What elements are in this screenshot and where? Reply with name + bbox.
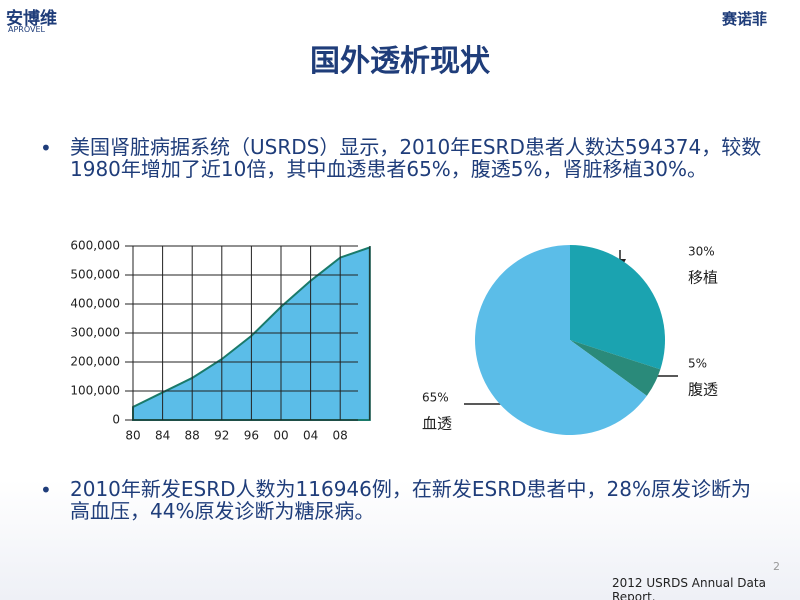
x-tick-label: 88 bbox=[185, 429, 200, 443]
source: 2012 USRDS Annual Data Report. bbox=[612, 576, 766, 600]
page-number: 2 bbox=[773, 560, 780, 573]
legend-label: 腹透 bbox=[688, 381, 718, 399]
legend-label: 移植 bbox=[688, 269, 718, 287]
logo-left: 安博维 bbox=[6, 9, 57, 29]
x-tick-label: 00 bbox=[273, 429, 288, 443]
y-tick-label: 300,000 bbox=[70, 326, 120, 340]
y-tick-label: 0 bbox=[112, 413, 120, 427]
title: 国外透析现状 bbox=[310, 44, 490, 79]
y-tick-label: 400,000 bbox=[70, 297, 120, 311]
y-tick-label: 600,000 bbox=[70, 239, 120, 253]
x-tick-label: 96 bbox=[244, 429, 259, 443]
logo-left-sub: APROVEL bbox=[8, 25, 45, 34]
x-tick-label: 84 bbox=[155, 429, 170, 443]
pie-slice bbox=[570, 245, 665, 370]
bullet-text: 美国肾脏病据系统（USRDS）显示，2010年ESRD患者人数达594374，较… bbox=[70, 135, 762, 181]
y-tick-label: 500,000 bbox=[70, 268, 120, 282]
x-tick-label: 08 bbox=[333, 429, 348, 443]
x-tick-label: 80 bbox=[125, 429, 140, 443]
data-label: 5% bbox=[688, 357, 707, 371]
x-tick-label: 92 bbox=[214, 429, 229, 443]
logo-right: 赛诺菲 bbox=[722, 10, 768, 28]
x-tick-label: 04 bbox=[303, 429, 318, 443]
data-label: 30% bbox=[688, 245, 715, 259]
pie-slice bbox=[475, 245, 647, 436]
bullet-dot: • bbox=[40, 136, 52, 160]
y-tick-label: 200,000 bbox=[70, 355, 120, 369]
bullet-dot: • bbox=[40, 478, 52, 502]
bullet-text: 2010年新发ESRD人数为116946例，在新发ESRD患者中，28%原发诊断… bbox=[70, 477, 751, 523]
pie-slice bbox=[570, 340, 661, 396]
y-tick-label: 100,000 bbox=[70, 384, 120, 398]
legend-label: 血透 bbox=[422, 415, 452, 433]
data-label: 65% bbox=[422, 391, 449, 405]
